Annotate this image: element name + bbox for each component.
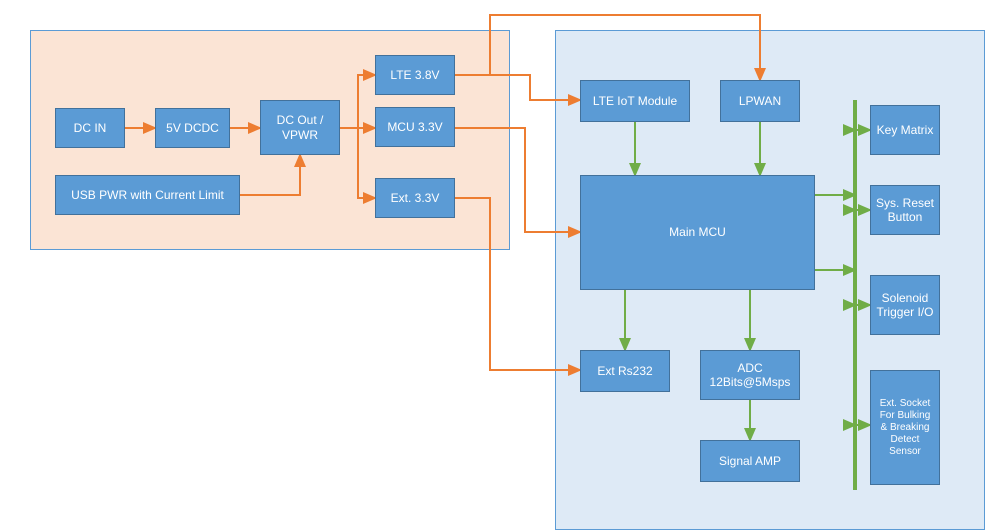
node-lte_38v: LTE 3.8V [375,55,455,95]
connector-dcout-to-lte38 [340,75,375,128]
connector-dcout-to-ext33 [340,128,375,198]
connector-ext33-to-rs232 [455,198,580,370]
node-dc_out_vpwr: DC Out / VPWR [260,100,340,155]
connectors-layer [0,0,995,530]
node-ext_rs232: Ext Rs232 [580,350,670,392]
node-dc_in: DC IN [55,108,125,148]
node-main_mcu: Main MCU [580,175,815,290]
node-ext_socket: Ext. Socket For Bulking & Breaking Detec… [870,370,940,485]
connector-mcu33-to-mainmcu [455,128,580,232]
node-usb_pwr: USB PWR with Current Limit [55,175,240,215]
node-adc: ADC 12Bits@5Msps [700,350,800,400]
node-solenoid: Solenoid Trigger I/O [870,275,940,335]
connector-lte38-to-lpwan [455,15,760,80]
node-lte_iot: LTE IoT Module [580,80,690,122]
node-lpwan: LPWAN [720,80,800,122]
node-dcdc_5v: 5V DCDC [155,108,230,148]
node-signal_amp: Signal AMP [700,440,800,482]
node-sys_reset: Sys. Reset Button [870,185,940,235]
node-key_matrix: Key Matrix [870,105,940,155]
connector-usb-to-dcout [240,155,300,195]
node-mcu_33v: MCU 3.3V [375,107,455,147]
connector-lte38-to-lteiot [455,75,580,100]
node-ext_33v: Ext. 3.3V [375,178,455,218]
